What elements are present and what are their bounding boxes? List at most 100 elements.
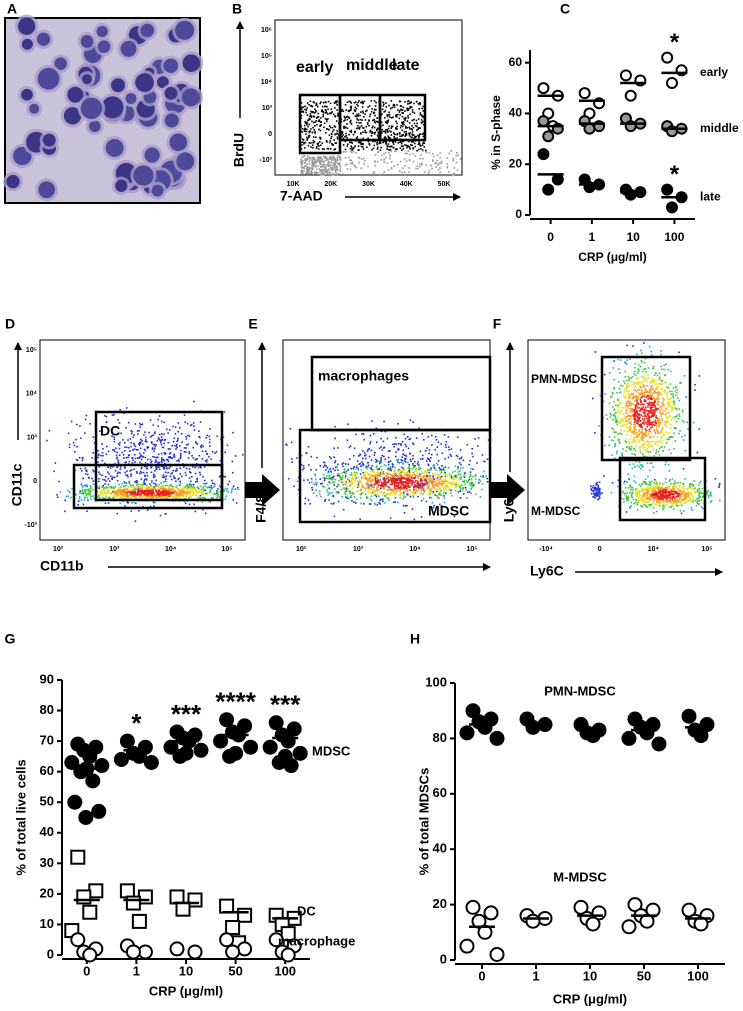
event-dot: [306, 137, 309, 140]
event-dot: [137, 448, 139, 451]
event-dot: [179, 457, 182, 460]
event-dot: [470, 473, 472, 476]
event-dot: [345, 481, 348, 484]
event-dot: [150, 441, 153, 443]
event-dot: [153, 495, 155, 497]
event-dot: [376, 487, 378, 489]
event-dot: [378, 462, 381, 465]
event-dot: [408, 126, 411, 129]
event-dot: [119, 493, 122, 495]
event-dot: [407, 150, 410, 152]
event-dot: [118, 422, 121, 424]
event-dot: [415, 129, 418, 132]
event-dot: [349, 121, 351, 123]
event-dot: [311, 165, 313, 167]
event-dot: [318, 145, 320, 147]
event-dot: [427, 463, 429, 466]
event-dot: [407, 485, 410, 488]
event-dot: [163, 433, 165, 436]
event-dot: [404, 127, 407, 129]
event-dot: [320, 124, 323, 126]
event-dot: [380, 457, 382, 459]
event-dot: [396, 128, 398, 130]
event-dot: [401, 149, 403, 152]
event-dot: [408, 102, 411, 104]
event-dot: [408, 482, 411, 485]
event-dot: [186, 484, 189, 486]
event-dot: [209, 500, 212, 503]
event-dot: [328, 456, 331, 458]
event-dot: [478, 482, 480, 484]
event-dot: [391, 477, 394, 480]
event-dot: [325, 477, 328, 479]
event-dot: [367, 484, 369, 487]
event-dot: [169, 493, 171, 496]
event-dot: [382, 101, 384, 104]
event-dot: [392, 465, 394, 468]
event-dot: [395, 115, 397, 117]
event-dot: [192, 494, 195, 496]
event-dot: [390, 150, 392, 152]
event-dot: [656, 382, 659, 385]
event-dot: [434, 448, 436, 451]
event-dot: [193, 488, 195, 491]
event-dot: [222, 436, 225, 438]
event-dot: [157, 425, 159, 427]
event-dot: [72, 441, 75, 444]
event-dot: [694, 389, 696, 391]
event-dot: [400, 472, 402, 475]
event-dot: [157, 495, 160, 498]
event-dot: [415, 437, 418, 439]
event-dot: [427, 172, 430, 175]
event-dot: [365, 125, 368, 128]
event-dot: [401, 129, 404, 132]
event-dot: [191, 487, 194, 490]
event-dot: [77, 504, 79, 506]
x-axis-label: CRP (μg/ml): [578, 250, 646, 264]
event-dot: [329, 126, 332, 129]
event-dot: [342, 110, 345, 112]
event-dot: [133, 454, 136, 456]
event-dot: [204, 489, 207, 492]
event-dot: [326, 489, 328, 491]
event-dot: [357, 149, 360, 151]
event-dot: [358, 485, 360, 488]
event-dot: [389, 460, 392, 462]
event-dot: [215, 490, 218, 492]
event-dot: [439, 481, 441, 483]
event-dot: [351, 483, 354, 485]
event-dot: [413, 485, 415, 488]
event-dot: [139, 461, 141, 464]
event-dot: [406, 100, 409, 103]
event-dot: [412, 152, 414, 155]
event-dot: [604, 444, 606, 447]
event-dot: [336, 103, 338, 106]
event-dot: [417, 135, 420, 137]
event-dot: [400, 480, 402, 482]
event-dot: [402, 134, 404, 136]
event-dot: [628, 446, 631, 448]
event-dot: [102, 478, 104, 481]
event-dot: [648, 443, 650, 445]
event-dot: [123, 482, 126, 484]
event-dot: [421, 432, 423, 435]
event-dot: [160, 488, 162, 490]
event-dot: [383, 171, 386, 173]
event-dot: [352, 467, 355, 470]
event-dot: [326, 157, 328, 160]
event-dot: [303, 147, 306, 149]
cell-nucleus: [29, 103, 40, 114]
event-dot: [366, 472, 368, 475]
event-dot: [189, 471, 192, 474]
event-dot: [465, 489, 467, 491]
event-dot: [124, 461, 127, 464]
event-dot: [389, 157, 391, 160]
event-dot: [416, 490, 419, 493]
event-dot: [332, 481, 334, 483]
event-dot: [304, 128, 306, 130]
event-dot: [313, 160, 316, 163]
event-dot: [328, 493, 330, 495]
event-dot: [643, 392, 645, 394]
event-dot: [157, 418, 159, 421]
event-dot: [454, 485, 457, 487]
